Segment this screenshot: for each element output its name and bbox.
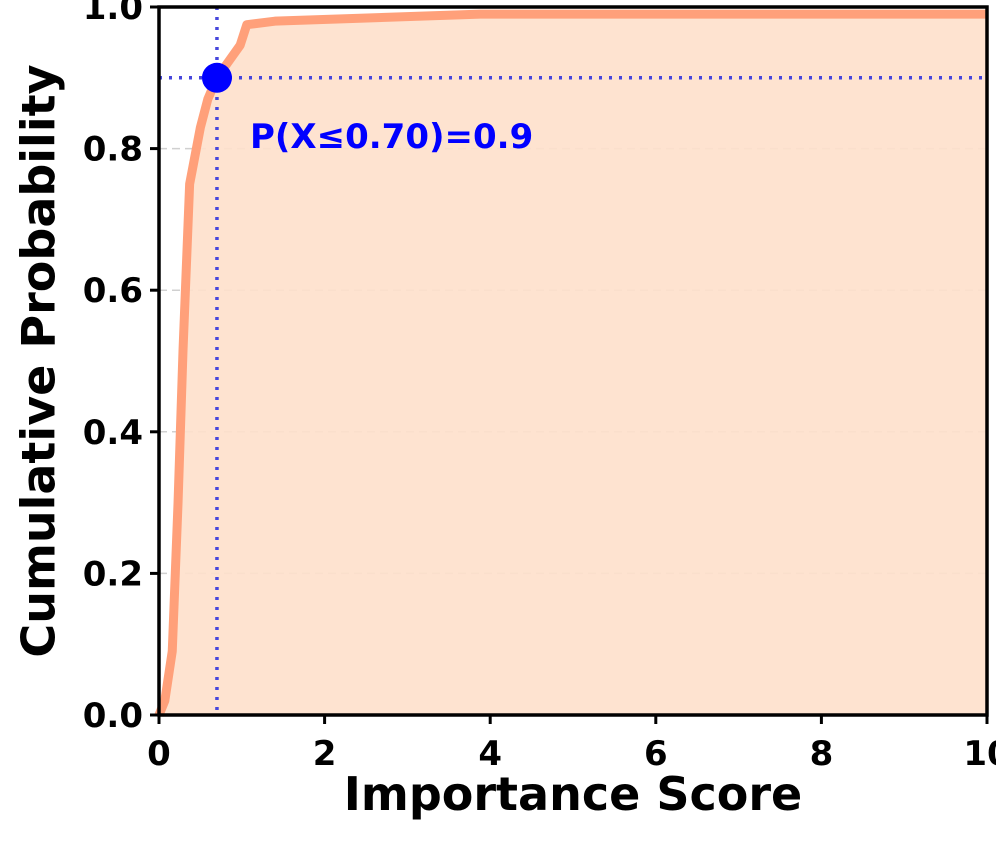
highlight-point	[201, 62, 232, 93]
y-axis-label: Cumulative Probability	[12, 64, 66, 657]
area-fill	[159, 14, 987, 715]
x-tick-label: 2	[313, 734, 337, 774]
x-tick-label: 4	[478, 734, 502, 774]
y-tick-label: 0.6	[83, 271, 143, 311]
plot-frame	[157, 5, 989, 717]
y-tick-label: 0.8	[83, 130, 143, 170]
annotation-label: P(X≤0.70)=0.9	[250, 117, 533, 157]
x-axis-label: Importance Score	[344, 767, 802, 821]
y-tick-label: 0.2	[83, 554, 143, 594]
x-tick-label: 10	[963, 734, 996, 774]
y-tick-label: 0.0	[83, 696, 143, 736]
x-tick-label: 6	[644, 734, 668, 774]
y-tick-label: 1.0	[83, 0, 143, 28]
x-tick-label: 8	[810, 734, 834, 774]
y-tick-label: 0.4	[83, 413, 143, 453]
cdf-line	[154, 9, 987, 717]
x-tick-label: 0	[147, 734, 171, 774]
